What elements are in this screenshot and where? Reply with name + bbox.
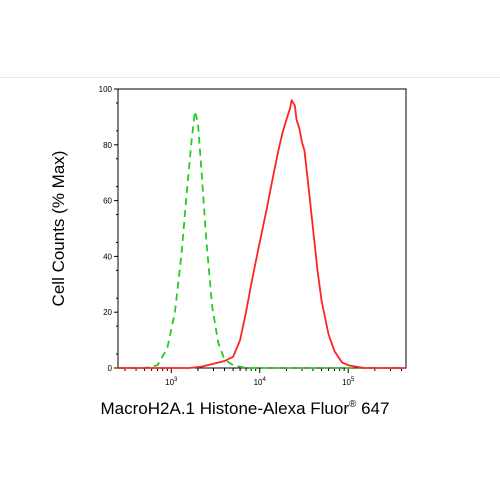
sample-histogram-line <box>118 99 406 369</box>
y-tick-label: 80 <box>103 141 112 150</box>
y-tick-label: 40 <box>103 252 112 261</box>
x-tick-label: 105 <box>342 377 355 387</box>
y-axis-label: Cell Counts (% Max) <box>49 151 68 307</box>
y-tick-label: 0 <box>108 364 113 373</box>
control-histogram-line <box>118 110 406 369</box>
x-tick-label: 103 <box>165 377 178 387</box>
x-axis-label: MacroH2A.1 Histone-Alexa Fluor® 647 <box>101 399 390 418</box>
y-tick-label: 20 <box>103 308 112 317</box>
top-divider <box>0 77 500 78</box>
x-tick-label: 104 <box>254 377 267 387</box>
y-tick-label: 60 <box>103 197 112 206</box>
y-tick-label: 100 <box>99 85 113 94</box>
